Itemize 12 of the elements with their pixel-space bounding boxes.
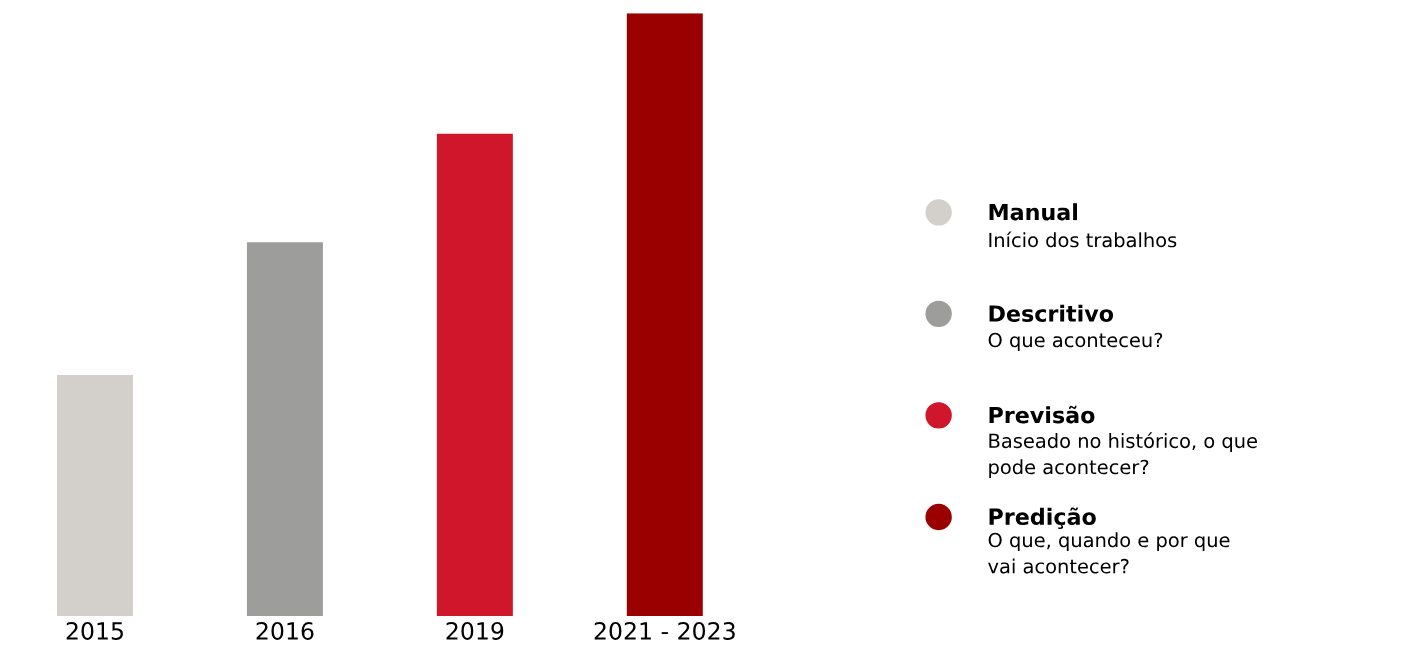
legend-label: Predição bbox=[989, 507, 1096, 530]
legend-label: Manual bbox=[989, 203, 1078, 221]
x-tick-label: 2019 bbox=[446, 622, 504, 640]
text: Baseado no histórico, o que pode acontecer? bbox=[989, 432, 1257, 479]
text: O que, quando e por que vai acontecer? bbox=[988, 532, 1230, 574]
text: O que aconteceu? bbox=[988, 332, 1163, 352]
legend-label: Descritivo bbox=[989, 304, 1114, 322]
text: Início dos trabalhos bbox=[989, 231, 1177, 248]
x-tick-label: 2016 bbox=[256, 622, 314, 640]
legend-label: Previsão bbox=[989, 405, 1095, 424]
x-tick-label: 2021 - 2023 bbox=[594, 622, 735, 640]
x-tick-label: 2015 bbox=[66, 622, 123, 640]
